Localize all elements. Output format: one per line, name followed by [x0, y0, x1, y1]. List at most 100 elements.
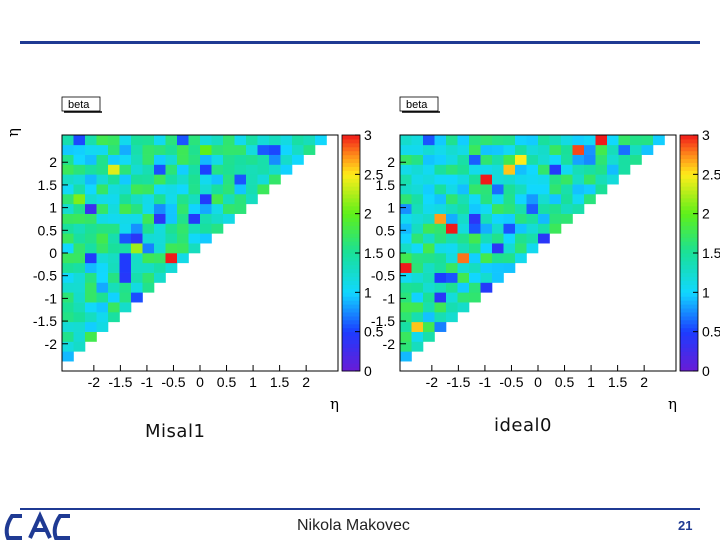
heatmap-cell	[400, 144, 412, 155]
heatmap-cell	[62, 282, 74, 293]
heatmap-cell	[131, 203, 143, 214]
heatmap-cell	[119, 203, 132, 214]
heatmap-cell	[73, 302, 86, 313]
heatmap-cell	[108, 253, 120, 264]
heatmap-cell	[572, 184, 585, 195]
heatmap-cell	[108, 164, 120, 175]
colorbar-segment	[342, 178, 360, 183]
heatmap-cell	[234, 164, 247, 175]
heatmap-cell	[154, 174, 166, 185]
heatmap-cell	[62, 262, 74, 273]
heatmap-cell	[423, 213, 435, 224]
heatmap-cell	[85, 164, 97, 175]
heatmap-cell	[423, 292, 435, 303]
colorbar-segment	[680, 292, 698, 297]
heatmap-cell	[503, 135, 516, 146]
heatmap-cell	[538, 174, 550, 185]
heatmap-cell	[177, 174, 189, 185]
heatmap-cell	[142, 174, 155, 185]
heatmap-cell	[211, 154, 224, 165]
heatmap-cell	[85, 213, 97, 224]
heatmap-cell	[411, 164, 424, 175]
colorbar-segment	[680, 201, 698, 207]
colorbar-segment	[342, 245, 360, 250]
heatmap-cell	[549, 144, 562, 155]
heatmap-cell	[400, 253, 412, 264]
x-tick-label: 0.5	[217, 374, 237, 390]
heatmap-cell	[200, 154, 212, 165]
heatmap-cell	[400, 312, 412, 323]
heatmap-cell	[400, 135, 412, 146]
heatmap-cell	[480, 184, 493, 195]
heatmap-cell	[223, 174, 235, 185]
heatmap-cell	[108, 272, 120, 283]
heatmap-cell	[188, 223, 201, 234]
heatmap-cell	[154, 233, 166, 244]
caption-misal1: Misal1	[145, 421, 206, 442]
heatmap-cell	[492, 272, 504, 283]
heatmap-cell	[526, 203, 539, 214]
heatmap-cell	[96, 272, 109, 283]
heatmap-cell	[434, 223, 447, 234]
heatmap-cell	[131, 243, 143, 254]
colorbar-segment	[680, 174, 698, 179]
heatmap-cell	[85, 292, 97, 303]
heatmap-cell	[73, 331, 86, 342]
heatmap-cell	[503, 223, 516, 234]
heatmap-cell	[246, 184, 258, 195]
colorbar-segment	[342, 205, 360, 211]
colorbar-segment	[342, 170, 360, 175]
heatmap-cell	[108, 302, 120, 313]
colorbar-segment	[342, 343, 360, 348]
colorbar-segment	[680, 229, 698, 234]
heatmap-cell	[515, 213, 527, 224]
heatmap-cell	[73, 203, 86, 214]
heatmap-cell	[538, 154, 550, 165]
heatmap-cell	[96, 223, 109, 234]
heatmap-cell	[119, 154, 132, 165]
heatmap-cell	[480, 233, 493, 244]
colorbar-segment	[680, 205, 698, 211]
heatmap-cell	[96, 164, 109, 175]
colorbar-segment	[342, 331, 360, 337]
heatmap-cell	[480, 135, 493, 146]
heatmap-cell	[584, 135, 596, 146]
heatmap-cell	[503, 164, 516, 175]
colorbar-segment	[342, 272, 360, 278]
x-tick-label: -0.5	[499, 374, 523, 390]
heatmap-cell	[515, 154, 527, 165]
heatmap-cell	[411, 282, 424, 293]
x-tick-label: -1	[141, 374, 154, 390]
heatmap-cell	[165, 233, 178, 244]
colorbar-segment	[680, 276, 698, 282]
heatmap-cell	[595, 135, 608, 146]
heatmap-cell	[246, 164, 258, 175]
colorbar-tick-label: 2.5	[702, 166, 720, 182]
heatmap-cell	[131, 184, 143, 195]
heatmap-cell	[400, 154, 412, 165]
heatmap-cell	[411, 302, 424, 313]
heatmap-cell	[177, 135, 189, 146]
heatmap-cell	[119, 243, 132, 254]
heatmap-cell	[165, 223, 178, 234]
colorbar-segment	[342, 225, 360, 230]
colorbar-segment	[342, 268, 360, 274]
heatmap-cell	[73, 213, 86, 224]
heatmap-cell	[492, 203, 504, 214]
heatmap-cell	[142, 243, 155, 254]
x-tick-label: -2	[426, 374, 439, 390]
heatmap-cell	[85, 154, 97, 165]
heatmap-cell	[538, 223, 550, 234]
heatmap-cell	[62, 341, 74, 352]
colorbar-segment	[342, 315, 360, 321]
heatmap-cell	[85, 194, 97, 205]
heatmap-cell	[62, 135, 74, 146]
heatmap-cell	[131, 194, 143, 205]
colorbar-segment	[680, 178, 698, 183]
heatmap-cell	[572, 174, 585, 185]
colorbar-segment	[680, 367, 698, 372]
colorbar-segment	[342, 229, 360, 234]
heatmap-cell	[492, 233, 504, 244]
heatmap-cell	[595, 174, 608, 185]
heatmap-cell	[85, 144, 97, 155]
